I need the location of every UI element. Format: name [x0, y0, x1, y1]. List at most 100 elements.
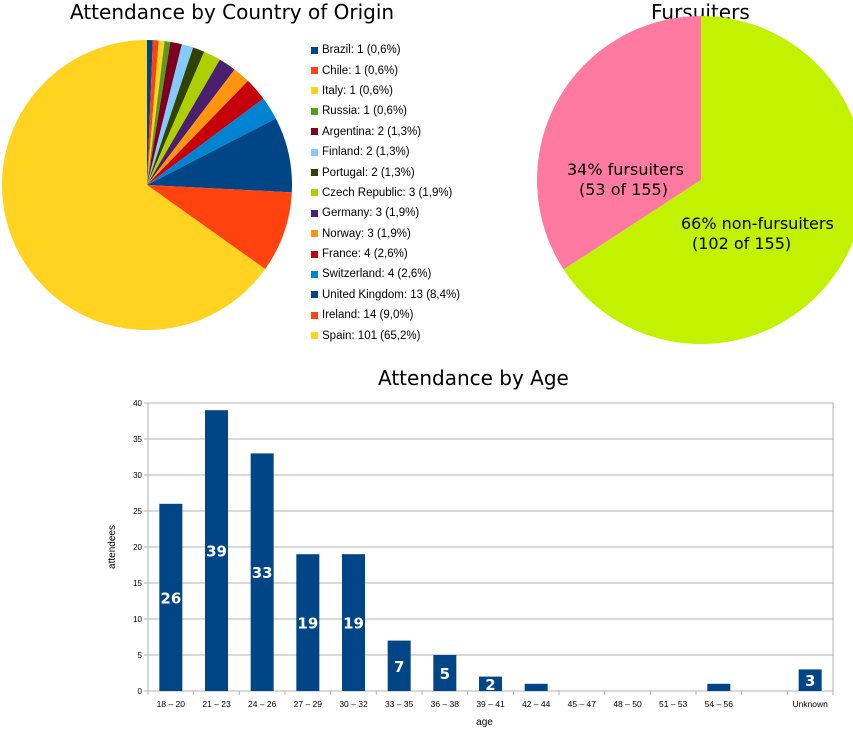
y-tick-label: 20 — [133, 543, 142, 552]
fursuiters-label: 34% fursuiters — [567, 160, 684, 179]
fursuiters-pie: 34% fursuiters(53 of 155) 66% non-fursuit… — [537, 16, 853, 344]
bar — [205, 410, 228, 691]
legend-swatch — [311, 270, 318, 278]
bar-data-label: 7 — [394, 658, 404, 676]
y-tick-label: 0 — [138, 687, 143, 696]
bar-data-label: 19 — [343, 615, 364, 633]
legend-label: Czech Republic: 3 (1,9%) — [322, 186, 453, 199]
x-tick-label: 30 – 32 — [339, 699, 368, 709]
x-tick-label: 21 – 23 — [202, 699, 231, 709]
bar-data-label: 19 — [297, 615, 318, 633]
x-axis-label: age — [476, 717, 493, 728]
legend-label: Chile: 1 (0,6%) — [322, 64, 399, 77]
country-slice-8 — [147, 59, 235, 185]
legend-label: United Kingdom: 13 (8,4%) — [322, 288, 461, 301]
legend-swatch — [311, 169, 318, 177]
x-tick-label: 39 – 41 — [476, 699, 505, 709]
x-tick-label: Unknown — [792, 699, 828, 709]
country-slice-1 — [147, 40, 159, 186]
x-tick-label: 42 – 44 — [522, 699, 551, 709]
legend-swatch — [311, 148, 318, 156]
legend-item: Ireland: 14 (9,0%) — [311, 305, 460, 325]
x-tick-label: 54 – 56 — [705, 699, 734, 709]
country-slice-7 — [147, 51, 220, 185]
legend-label: Norway: 3 (1,9%) — [322, 227, 411, 240]
x-tick-label: 18 – 20 — [157, 699, 186, 709]
legend-item: Czech Republic: 3 (1,9%) — [311, 183, 460, 203]
legend-swatch — [311, 107, 318, 115]
bar-data-label: 3 — [805, 672, 815, 690]
bar — [524, 683, 548, 691]
country-slice-4 — [147, 41, 182, 186]
country-slice-13 — [147, 185, 292, 270]
legend-swatch — [311, 311, 318, 319]
y-tick-label: 30 — [133, 471, 142, 480]
legend-label: Argentina: 2 (1,3%) — [322, 125, 422, 138]
x-tick-label: 45 – 47 — [568, 699, 597, 709]
legend-swatch — [311, 230, 318, 238]
bar-data-label: 26 — [160, 589, 181, 607]
country-slice-11 — [147, 98, 276, 185]
legend-label: Ireland: 14 (9,0%) — [322, 309, 414, 322]
x-tick-label: 27 – 29 — [294, 699, 323, 709]
bar — [387, 640, 411, 691]
bar — [250, 453, 274, 691]
legend-item: Russia: 1 (0,6%) — [311, 101, 460, 121]
bar-data-label: 2 — [485, 676, 495, 694]
country-pie — [2, 40, 292, 330]
legend-item: Argentina: 2 (1,3%) — [311, 122, 460, 142]
legend-label: Switzerland: 4 (2,6%) — [322, 268, 432, 281]
bar — [707, 683, 731, 691]
country-slice-9 — [147, 69, 248, 185]
legend-label: Spain: 101 (65,2%) — [322, 329, 421, 342]
country-slice-12 — [147, 118, 292, 193]
bar — [159, 503, 183, 691]
bar-data-label: 39 — [206, 543, 227, 561]
y-tick-label: 10 — [133, 615, 142, 624]
legend-swatch — [311, 189, 318, 197]
country-slice-3 — [147, 41, 171, 185]
legend-label: Brazil: 1 (0,6%) — [322, 44, 401, 57]
legend-item: Norway: 3 (1,9%) — [311, 224, 460, 244]
legend-swatch — [311, 250, 318, 258]
legend-swatch — [311, 209, 318, 217]
legend-item: United Kingdom: 13 (8,4%) — [311, 285, 460, 305]
legend-swatch — [311, 332, 318, 340]
y-tick-label: 5 — [138, 651, 143, 660]
legend-label: Russia: 1 (0,6%) — [322, 105, 408, 118]
country-slice-14 — [2, 40, 266, 330]
non-fursuiters-count-label: (102 of 155) — [692, 234, 791, 253]
age-chart-title: Attendance by Age — [378, 366, 569, 390]
y-tick-label: 25 — [133, 507, 142, 516]
legend-swatch — [311, 128, 318, 136]
legend-label: Italy: 1 (0,6%) — [322, 84, 393, 97]
x-tick-label: 36 – 38 — [431, 699, 460, 709]
bar-data-label: 33 — [252, 564, 273, 582]
legend-item: Portugal: 2 (1,3%) — [311, 162, 460, 182]
x-tick-label: 51 – 53 — [659, 699, 688, 709]
bar-data-label: 5 — [440, 665, 450, 683]
bar — [296, 554, 320, 691]
bar — [433, 655, 457, 691]
fursuiters-count-label: (53 of 155) — [579, 180, 668, 199]
legend-item: France: 4 (2,6%) — [311, 244, 460, 264]
legend-item: Chile: 1 (0,6%) — [311, 60, 460, 80]
non-fursuiters-slice — [563, 16, 853, 344]
legend-swatch — [311, 291, 318, 299]
legend-swatch — [311, 87, 318, 95]
country-slice-0 — [147, 40, 153, 185]
non-fursuiters-label: 66% non-fursuiters — [681, 214, 834, 233]
legend-item: Finland: 2 (1,3%) — [311, 142, 460, 162]
legend-label: Finland: 2 (1,3%) — [322, 146, 410, 159]
legend-label: Germany: 3 (1,9%) — [322, 207, 420, 220]
legend-item: Switzerland: 4 (2,6%) — [311, 264, 460, 284]
legend-swatch — [311, 67, 318, 75]
y-axis-label: attendees — [107, 525, 118, 569]
y-tick-label: 15 — [133, 579, 142, 588]
x-tick-label: 33 – 35 — [385, 699, 414, 709]
country-slice-5 — [147, 44, 194, 185]
y-tick-label: 35 — [133, 435, 142, 444]
bar — [798, 669, 822, 691]
x-tick-label: 48 – 50 — [613, 699, 642, 709]
